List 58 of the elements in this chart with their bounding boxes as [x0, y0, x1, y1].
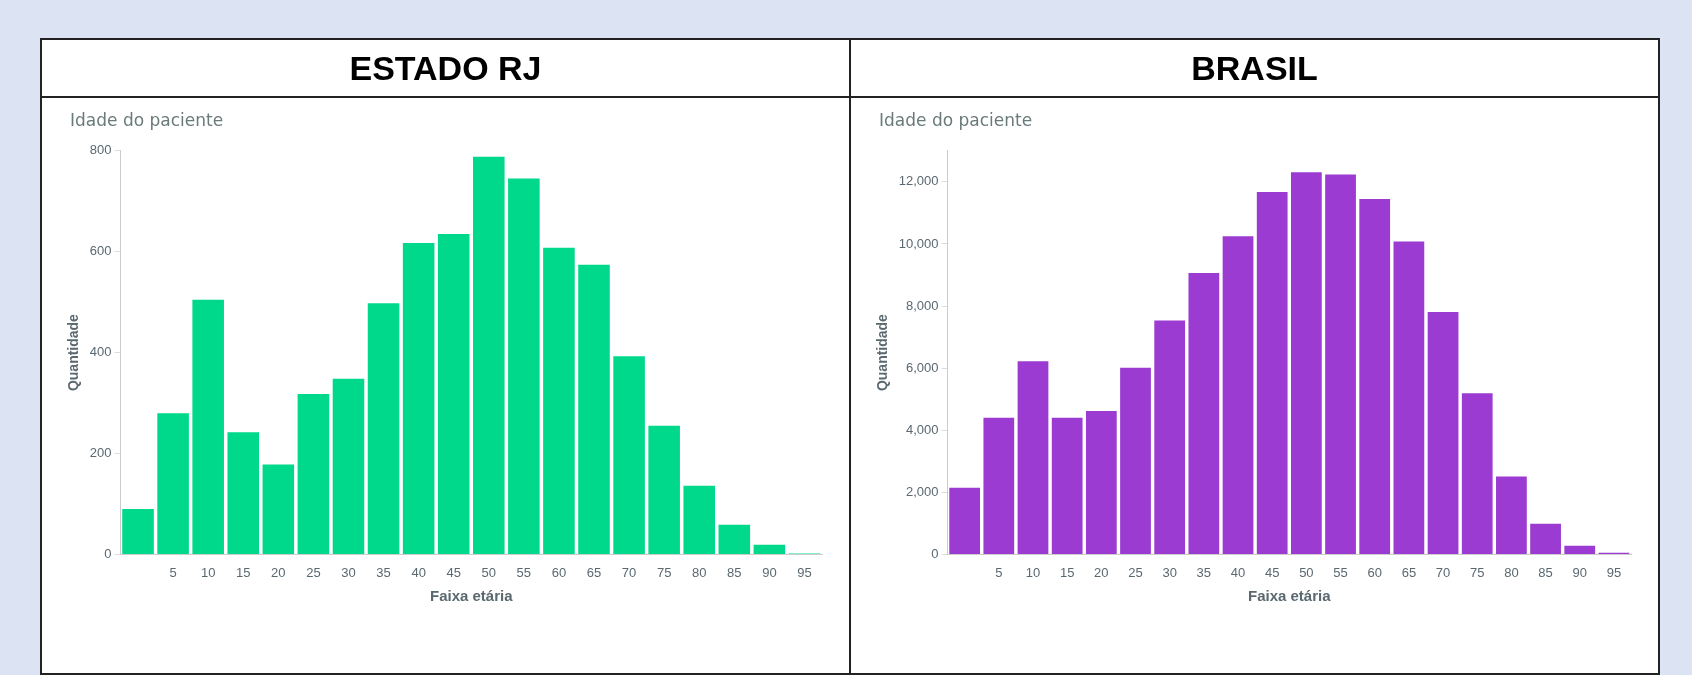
x-tick-label: 95 — [797, 564, 812, 580]
chart-title: ESTADO RJ — [42, 40, 849, 98]
y-tick-label: 0 — [104, 545, 112, 561]
x-tick-label: 85 — [1538, 564, 1553, 580]
x-tick-label: 25 — [1128, 564, 1143, 580]
chart-title: BRASIL — [851, 40, 1658, 98]
y-tick-label: 6,000 — [906, 359, 939, 375]
x-tick-label: 30 — [1162, 564, 1177, 580]
x-tick-label: 5 — [995, 564, 1003, 580]
x-tick-label: 20 — [271, 564, 286, 580]
y-axis-title: Quantidade — [874, 313, 891, 392]
x-tick-label: 80 — [692, 564, 707, 580]
y-tick-label: 0 — [931, 545, 939, 561]
y-tick-label: 200 — [89, 445, 112, 461]
x-tick-label: 30 — [341, 564, 356, 580]
x-tick-label: 90 — [762, 564, 777, 580]
x-tick-label: 15 — [1059, 564, 1075, 580]
x-tick-label: 80 — [1504, 564, 1519, 580]
x-tick-label: 60 — [551, 564, 567, 580]
x-tick-label: 65 — [586, 564, 602, 580]
x-tick-label: 45 — [446, 564, 461, 580]
x-tick-label: 65 — [1401, 564, 1417, 580]
x-tick-label: 50 — [1299, 564, 1314, 580]
y-tick-label: 800 — [89, 142, 112, 158]
x-tick-label: 75 — [1469, 564, 1485, 580]
x-tick-label: 60 — [1367, 564, 1382, 580]
chart-subtitle: Idade do paciente — [879, 110, 1033, 130]
x-tick-label: 35 — [1196, 564, 1212, 580]
x-tick-label: 50 — [481, 564, 497, 580]
x-tick-label: 45 — [1264, 564, 1280, 580]
x-tick-label: 90 — [1572, 564, 1587, 580]
x-axis-title: Faixa etária — [429, 587, 514, 605]
x-tick-label: 10 — [200, 564, 216, 580]
x-tick-label: 70 — [1435, 564, 1451, 580]
x-tick-label: 25 — [306, 564, 321, 580]
y-tick-label: 12,000 — [898, 173, 939, 189]
chart-subtitle: Idade do paciente — [70, 110, 224, 130]
x-tick-label: 10 — [1025, 564, 1041, 580]
y-axis-title: Quantidade — [65, 313, 82, 392]
y-tick-label: 10,000 — [898, 235, 939, 251]
x-tick-label: 20 — [1094, 564, 1109, 580]
x-tick-label: 55 — [516, 564, 532, 580]
x-tick-label: 40 — [1230, 564, 1246, 580]
x-tick-label: 70 — [621, 564, 637, 580]
x-tick-label: 55 — [1333, 564, 1348, 580]
y-tick-label: 2,000 — [906, 483, 939, 499]
x-tick-label: 75 — [656, 564, 672, 580]
y-tick-label: 8,000 — [906, 297, 939, 313]
y-tick-label: 600 — [89, 243, 112, 259]
x-tick-label: 5 — [169, 564, 177, 580]
x-tick-label: 35 — [376, 564, 391, 580]
x-tick-label: 85 — [727, 564, 742, 580]
x-tick-label: 95 — [1606, 564, 1622, 580]
x-tick-label: 40 — [411, 564, 426, 580]
x-axis-title: Faixa etária — [1248, 587, 1332, 605]
y-tick-label: 400 — [89, 344, 112, 360]
y-tick-label: 4,000 — [906, 421, 939, 437]
x-tick-label: 15 — [236, 564, 251, 580]
